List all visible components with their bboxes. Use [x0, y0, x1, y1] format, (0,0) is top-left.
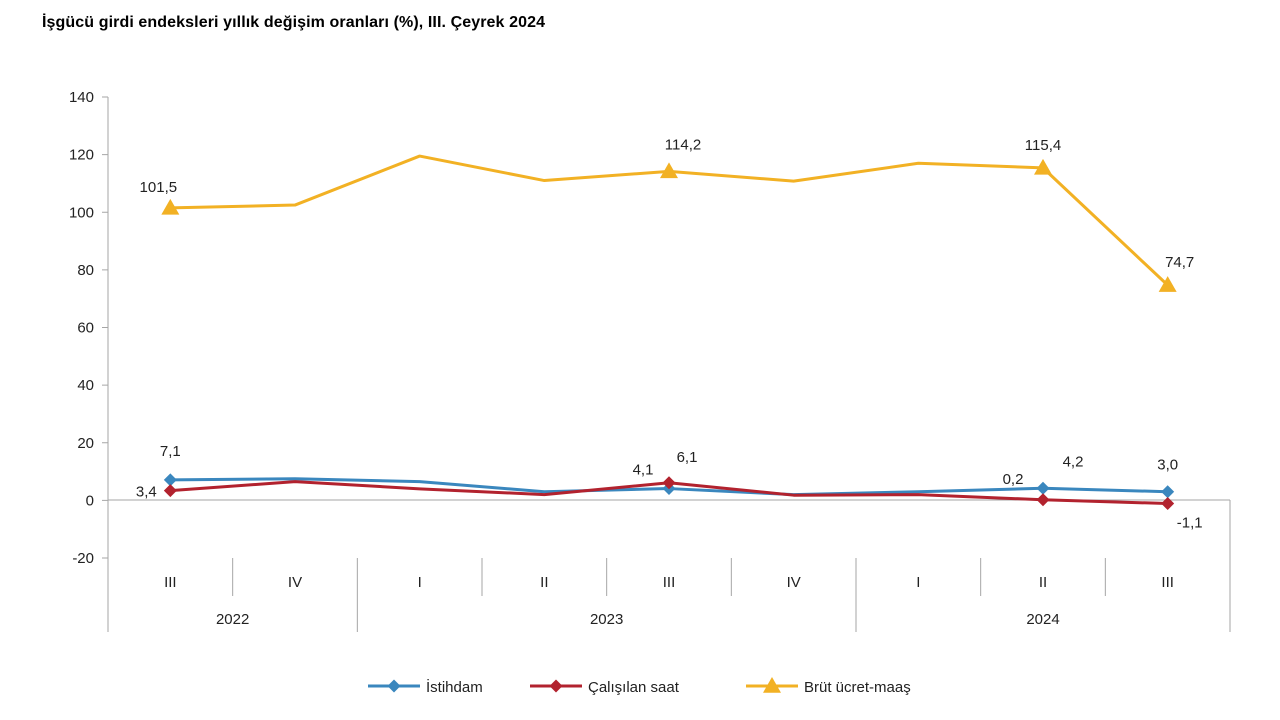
- data-label: 114,2: [665, 136, 701, 153]
- data-point-marker: [662, 476, 676, 490]
- x-category-label: III: [663, 574, 676, 591]
- y-tick-label: 60: [77, 320, 94, 337]
- y-tick-label: 80: [77, 262, 94, 279]
- x-category-label: I: [418, 574, 422, 591]
- data-point-marker: [163, 473, 177, 487]
- y-tick-label: 120: [69, 147, 94, 164]
- data-point-marker: [1034, 158, 1052, 175]
- data-point-marker: [1036, 493, 1050, 507]
- x-year-label: 2022: [216, 611, 249, 628]
- data-label: 4,2: [1063, 453, 1084, 470]
- data-point-marker: [1161, 485, 1175, 499]
- y-tick-label: 40: [77, 377, 94, 394]
- legend-label: Çalışılan saat: [588, 679, 680, 696]
- data-point-marker: [1158, 276, 1177, 292]
- y-tick-label: -20: [72, 550, 94, 567]
- data-label: -1,1: [1177, 515, 1203, 532]
- data-labels: 7,1 4,1 4,2 3,0 3,4 6,1 0,2 -1,1 101,5 114,2 115,4…: [136, 136, 1203, 531]
- x-category-label: I: [916, 574, 920, 591]
- x-category-label: II: [540, 574, 548, 591]
- x-category-label: IV: [787, 574, 801, 591]
- y-tick-label: 140: [69, 89, 94, 106]
- data-label: 74,7: [1165, 254, 1194, 271]
- legend-swatch-marker: [549, 679, 563, 693]
- data-label: 3,4: [136, 484, 157, 501]
- x-category-label: III: [1161, 574, 1174, 591]
- data-point-marker: [660, 162, 678, 179]
- data-label: 6,1: [677, 449, 698, 466]
- x-category-label: III: [164, 574, 177, 591]
- data-label: 115,4: [1025, 137, 1061, 154]
- x-category-label: II: [1039, 574, 1047, 591]
- data-label: 7,1: [160, 443, 181, 460]
- y-tick-label: 20: [77, 435, 94, 452]
- data-label: 3,0: [1157, 457, 1178, 474]
- x-year-label: 2023: [590, 611, 623, 628]
- legend: İstihdam Çalışılan saat Brüt ücret-maaş: [368, 677, 911, 696]
- legend-label: Brüt ücret-maaş: [804, 679, 911, 696]
- data-point-marker: [1161, 497, 1175, 511]
- data-point-marker: [163, 484, 177, 498]
- x-year-label: 2024: [1026, 611, 1059, 628]
- legend-swatch-marker: [763, 677, 781, 693]
- legend-swatch-marker: [387, 679, 401, 693]
- y-tick-label: 100: [69, 204, 94, 221]
- data-label: 4,1: [633, 462, 654, 479]
- data-point-marker: [1036, 481, 1050, 495]
- data-label: 0,2: [1003, 471, 1024, 488]
- legend-label: İstihdam: [426, 678, 483, 696]
- data-point-marker: [161, 198, 180, 215]
- x-category-label: IV: [288, 574, 302, 591]
- data-label: 101,5: [140, 179, 178, 196]
- chart-title: İşgücü girdi endeksleri yıllık değişim o…: [42, 14, 546, 31]
- series-lines: [161, 154, 1177, 511]
- y-tick-label: 0: [86, 492, 94, 509]
